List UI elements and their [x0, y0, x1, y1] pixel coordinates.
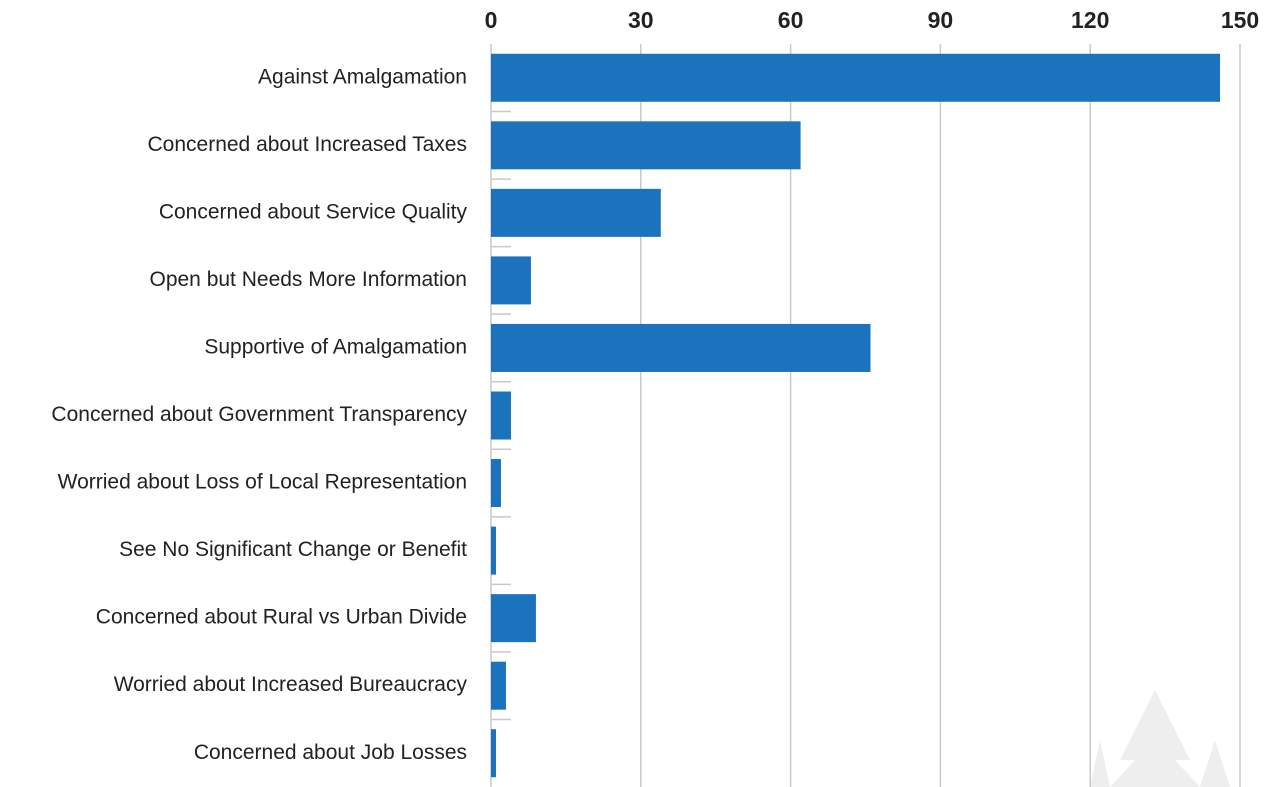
y-tick-label: Concerned about Job Losses — [194, 741, 467, 764]
y-tick-label: Against Amalgamation — [258, 65, 467, 88]
x-tick-label: 30 — [628, 7, 654, 33]
x-tick-label: 60 — [778, 7, 804, 33]
bar — [491, 189, 661, 237]
x-tick-label: 150 — [1221, 7, 1259, 33]
y-tick-label: Concerned about Rural vs Urban Divide — [96, 606, 467, 629]
y-tick-label: Worried about Loss of Local Representati… — [58, 471, 467, 494]
y-tick-label: Concerned about Increased Taxes — [148, 133, 468, 156]
x-tick-label: 90 — [928, 7, 954, 33]
y-tick-label: Concerned about Service Quality — [159, 200, 468, 223]
bar — [491, 527, 496, 575]
y-tick-label: Concerned about Government Transparency — [51, 403, 467, 426]
bar — [491, 54, 1220, 102]
bar — [491, 324, 870, 372]
bar — [491, 392, 511, 440]
bar — [491, 459, 501, 507]
bar — [491, 594, 536, 642]
y-tick-label: Worried about Increased Bureaucracy — [114, 673, 468, 696]
tree-watermark — [1090, 690, 1230, 787]
x-tick-label: 120 — [1071, 7, 1109, 33]
bar — [491, 121, 801, 169]
y-tick-label: Open but Needs More Information — [149, 268, 467, 291]
bar — [491, 256, 531, 304]
x-tick-label: 0 — [485, 7, 498, 33]
y-tick-label: Supportive of Amalgamation — [204, 336, 467, 359]
bar — [491, 729, 496, 777]
y-tick-label: See No Significant Change or Benefit — [119, 538, 467, 561]
chart: 0 30 60 90 120 150 Against Amalgamation Concern… — [0, 0, 1264, 787]
bar — [491, 662, 506, 710]
